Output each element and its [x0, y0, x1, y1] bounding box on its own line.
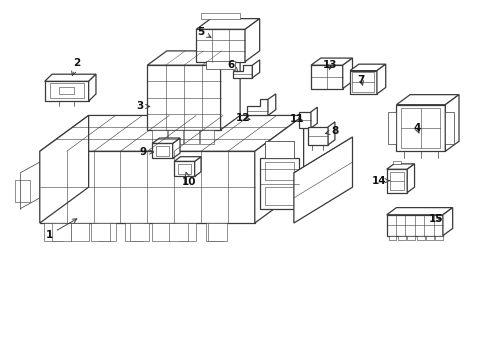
Text: 6: 6 — [228, 60, 238, 72]
Bar — [392, 161, 401, 164]
Bar — [445, 112, 454, 144]
Polygon shape — [51, 223, 71, 241]
Text: 2: 2 — [72, 58, 80, 76]
Polygon shape — [407, 235, 415, 240]
Polygon shape — [172, 138, 180, 158]
Bar — [352, 72, 374, 92]
Polygon shape — [268, 94, 276, 116]
Polygon shape — [387, 215, 443, 235]
Polygon shape — [299, 112, 311, 128]
Bar — [265, 187, 294, 205]
Text: 12: 12 — [236, 113, 251, 123]
Bar — [179, 223, 196, 241]
Polygon shape — [147, 65, 220, 130]
Bar — [72, 223, 89, 241]
Text: 3: 3 — [136, 102, 150, 112]
Bar — [178, 164, 191, 174]
Polygon shape — [311, 107, 318, 128]
Polygon shape — [377, 64, 386, 94]
Polygon shape — [311, 58, 352, 65]
Text: 11: 11 — [290, 114, 304, 124]
Polygon shape — [396, 95, 459, 105]
Polygon shape — [174, 157, 201, 161]
Polygon shape — [398, 235, 406, 240]
Polygon shape — [184, 130, 198, 144]
Text: 5: 5 — [197, 27, 211, 37]
Polygon shape — [294, 137, 352, 223]
Text: 8: 8 — [325, 126, 339, 136]
Polygon shape — [350, 64, 386, 71]
Polygon shape — [233, 65, 252, 78]
Text: 7: 7 — [358, 75, 365, 85]
Polygon shape — [174, 161, 195, 176]
Polygon shape — [407, 164, 415, 193]
Polygon shape — [387, 164, 415, 169]
Text: 13: 13 — [323, 59, 338, 69]
Bar — [49, 83, 84, 98]
Polygon shape — [40, 151, 255, 223]
Polygon shape — [328, 122, 335, 145]
Bar — [59, 87, 74, 94]
Bar — [401, 108, 441, 148]
Polygon shape — [196, 30, 245, 62]
Polygon shape — [147, 51, 240, 65]
Bar — [388, 112, 396, 144]
Bar — [260, 158, 299, 209]
Bar — [152, 223, 170, 241]
Bar — [206, 223, 223, 241]
Bar — [156, 146, 169, 156]
Polygon shape — [343, 58, 352, 89]
Polygon shape — [208, 223, 227, 241]
Polygon shape — [387, 208, 453, 215]
Polygon shape — [152, 143, 172, 158]
Polygon shape — [311, 65, 343, 89]
Polygon shape — [40, 116, 304, 151]
Text: 10: 10 — [182, 172, 196, 187]
Bar — [201, 13, 240, 19]
Bar — [45, 223, 62, 241]
Bar — [265, 140, 294, 158]
Polygon shape — [45, 74, 96, 81]
Polygon shape — [387, 169, 407, 193]
Polygon shape — [396, 105, 445, 151]
Polygon shape — [308, 127, 328, 145]
Polygon shape — [168, 130, 183, 144]
Polygon shape — [91, 223, 110, 241]
Polygon shape — [255, 116, 304, 223]
Text: 9: 9 — [140, 147, 154, 157]
Text: 1: 1 — [46, 219, 77, 239]
Polygon shape — [200, 130, 215, 144]
Polygon shape — [152, 130, 167, 144]
Polygon shape — [220, 51, 240, 130]
Bar — [125, 223, 143, 241]
Text: 15: 15 — [429, 214, 444, 224]
Polygon shape — [445, 95, 459, 151]
Polygon shape — [350, 71, 377, 94]
Bar — [206, 61, 235, 69]
Text: 14: 14 — [372, 176, 390, 186]
Polygon shape — [40, 116, 89, 223]
Polygon shape — [436, 235, 443, 240]
Polygon shape — [130, 223, 149, 241]
Bar — [98, 223, 116, 241]
Polygon shape — [89, 74, 96, 101]
Text: 4: 4 — [413, 123, 421, 133]
Polygon shape — [195, 157, 201, 176]
Polygon shape — [417, 235, 424, 240]
Polygon shape — [443, 208, 453, 235]
Bar — [265, 162, 294, 180]
Polygon shape — [196, 19, 260, 30]
Polygon shape — [245, 19, 260, 62]
Polygon shape — [45, 81, 89, 101]
Polygon shape — [152, 138, 180, 143]
Polygon shape — [426, 235, 434, 240]
Polygon shape — [252, 60, 260, 78]
Bar — [390, 172, 404, 190]
Polygon shape — [169, 223, 188, 241]
Polygon shape — [389, 235, 396, 240]
Polygon shape — [247, 99, 268, 116]
Bar — [15, 180, 30, 202]
